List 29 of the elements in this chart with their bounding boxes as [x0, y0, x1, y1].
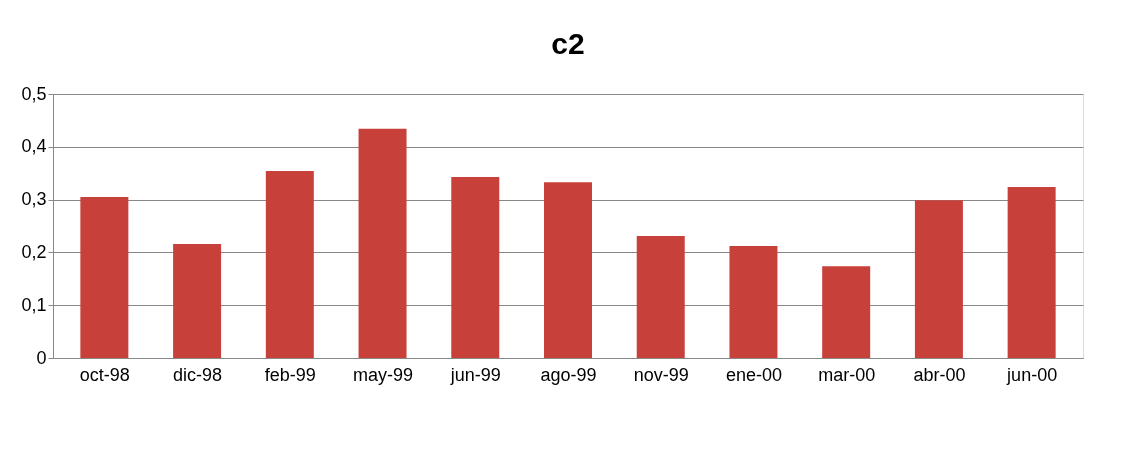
y-tick-label: 0,2	[21, 241, 47, 262]
x-tick-label: jun-99	[449, 364, 501, 385]
y-tick-label: 0,3	[21, 189, 47, 210]
x-tick-label: ene-00	[725, 364, 782, 385]
bar	[80, 196, 129, 358]
y-tick-label: 0	[36, 347, 47, 368]
bar	[451, 176, 500, 358]
y-tick-label: 0,4	[21, 136, 47, 157]
x-tick-label: may-99	[353, 364, 414, 385]
x-tick-label: oct-98	[79, 364, 130, 385]
bar	[265, 171, 314, 358]
bar	[358, 128, 407, 358]
x-tick-label: jun-00	[1006, 364, 1058, 385]
bar	[173, 243, 222, 358]
x-tick-label: nov-99	[633, 364, 689, 385]
y-tick-label: 0,5	[21, 83, 47, 104]
bar	[1007, 186, 1056, 358]
x-tick-label: feb-99	[264, 364, 316, 385]
bar	[636, 236, 685, 358]
bar	[822, 266, 871, 358]
y-tick-label: 0,1	[21, 294, 47, 315]
bar	[729, 246, 778, 358]
x-tick-label: abr-00	[913, 364, 966, 385]
x-tick-label: ago-99	[540, 364, 597, 385]
chart-title: c2	[551, 27, 585, 60]
x-tick-label: mar-00	[818, 364, 876, 385]
bar	[914, 200, 963, 358]
bar	[544, 182, 592, 358]
x-tick-label: dic-98	[173, 364, 223, 385]
